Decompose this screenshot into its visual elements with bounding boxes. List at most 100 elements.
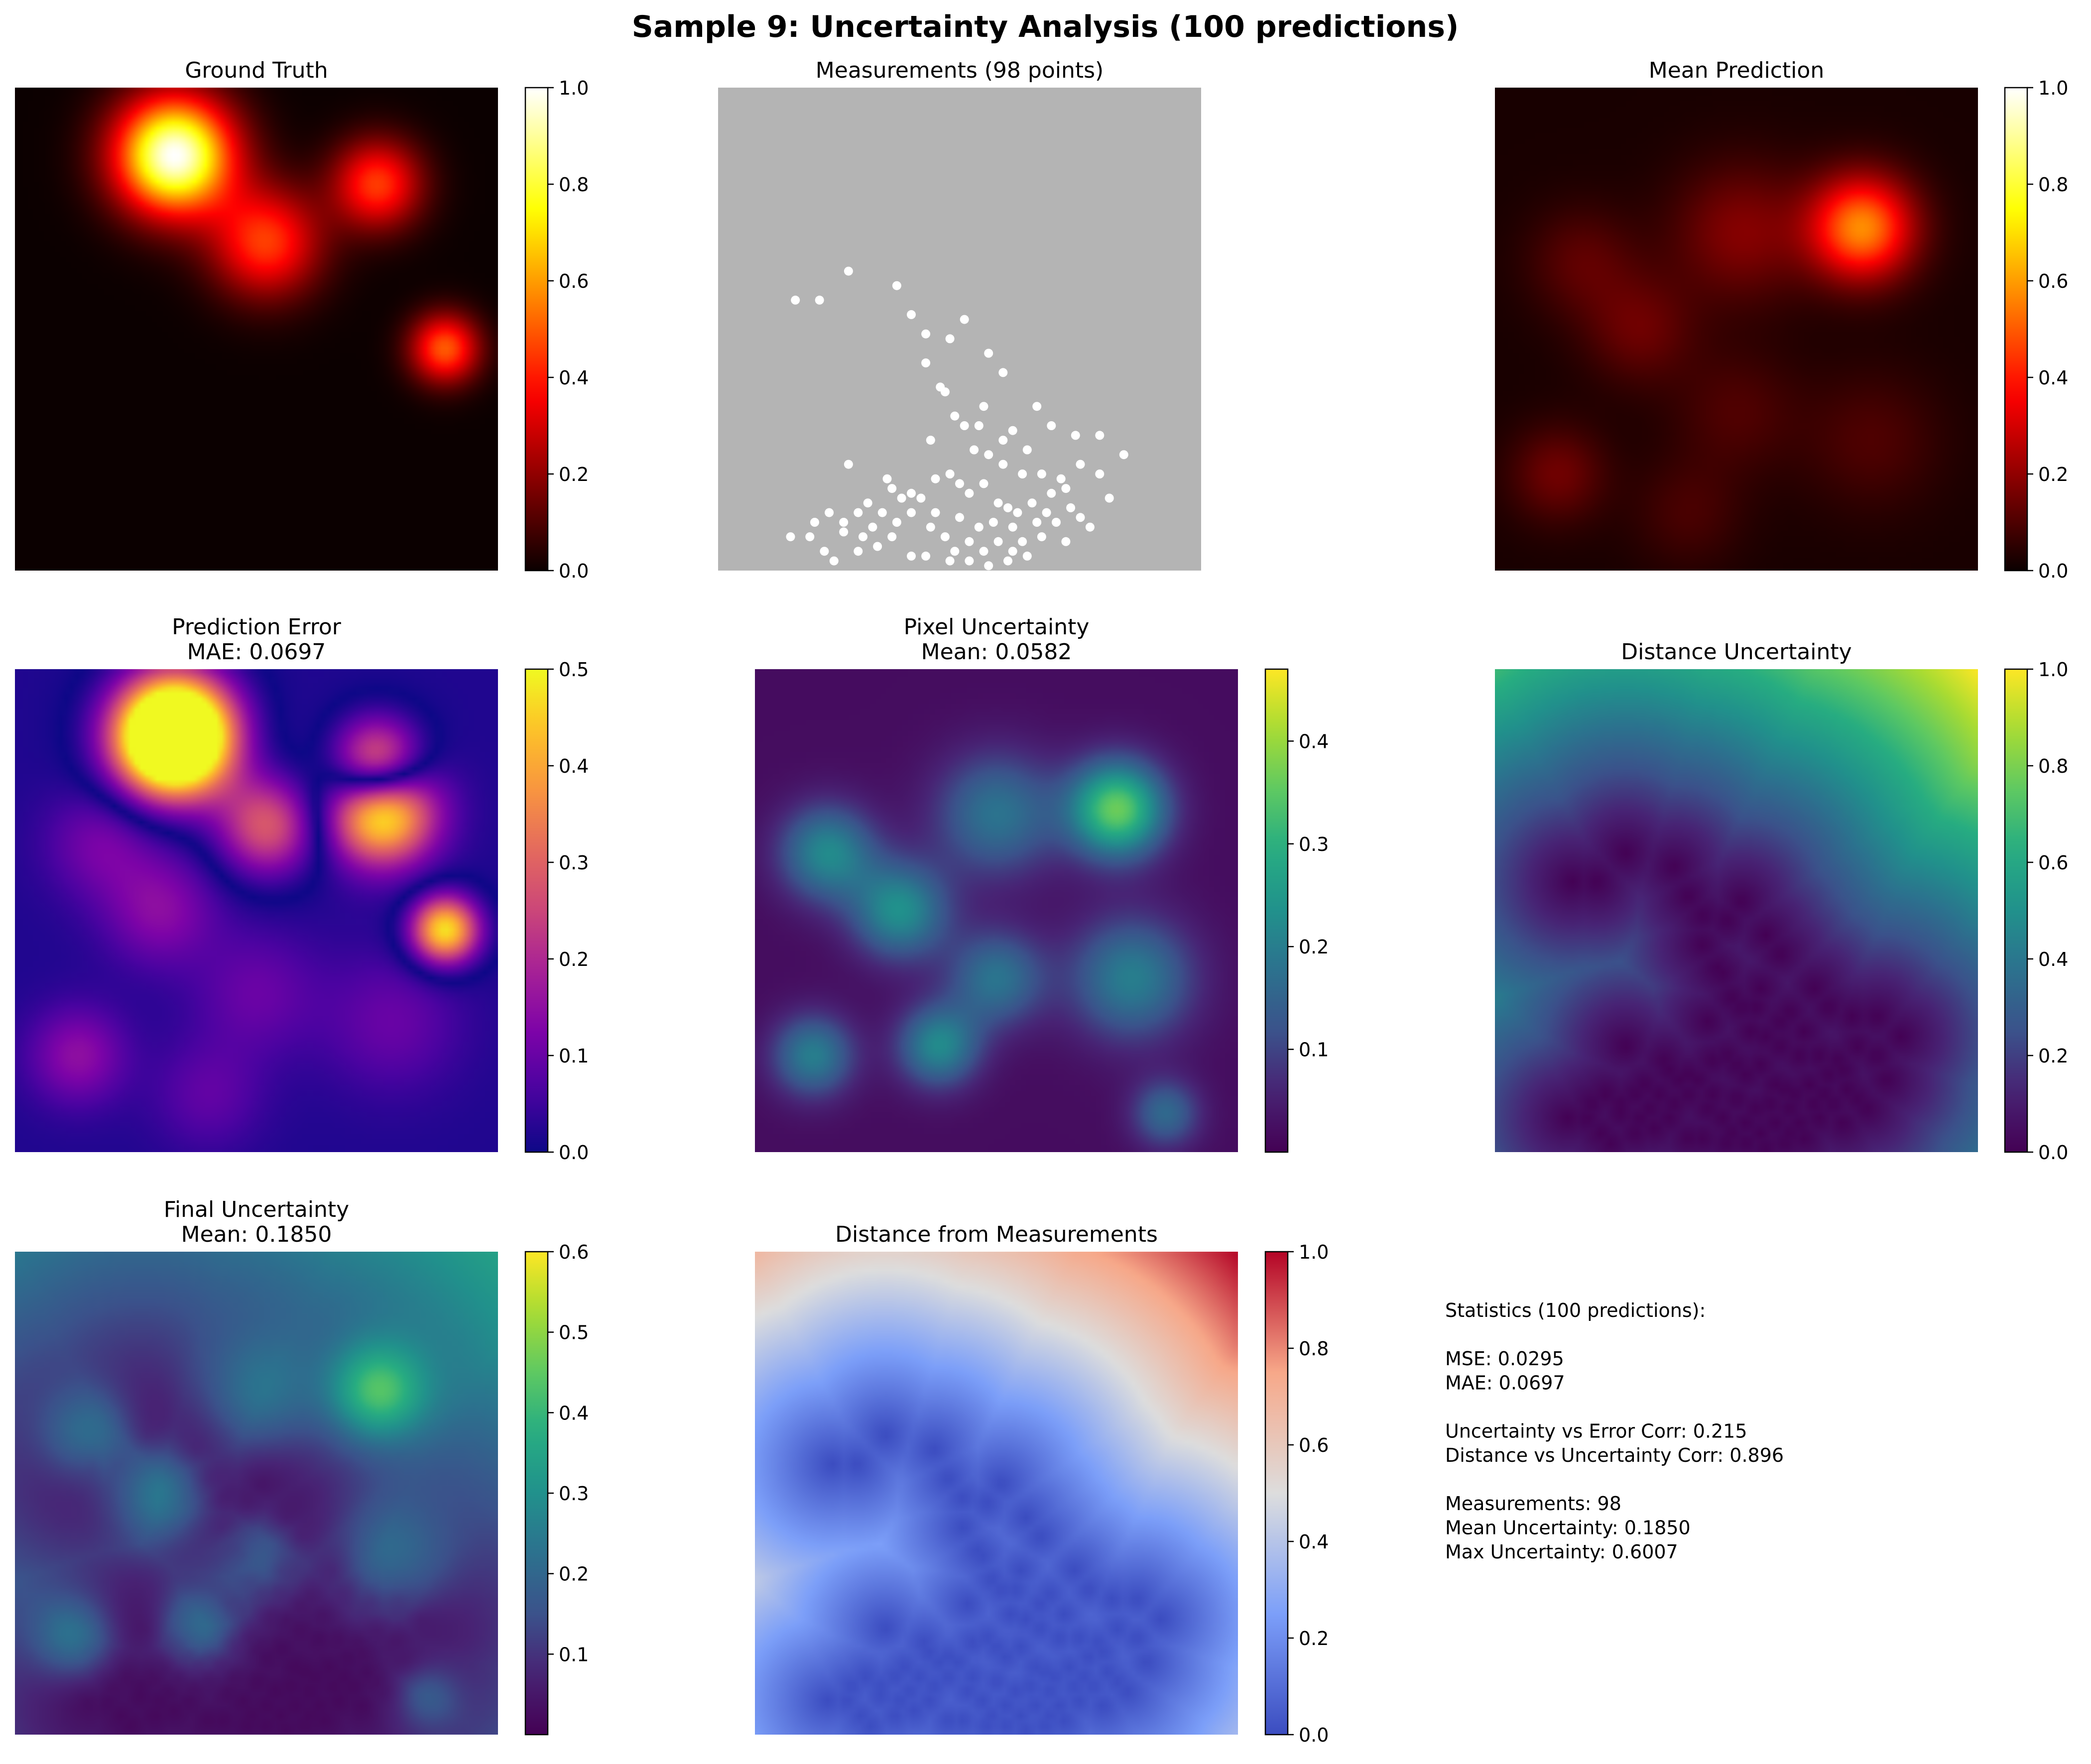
measurement-point [1027, 498, 1037, 508]
measurement-point [945, 470, 955, 478]
colorbar-tick-label: 0.0 [559, 560, 589, 582]
measurement-point [931, 474, 940, 483]
measurement-point [1119, 450, 1128, 460]
colorbar-gradient [1264, 1251, 1289, 1736]
colorbar-gradient [524, 1251, 549, 1736]
measurement-point [1022, 551, 1032, 561]
statistics-line: MSE: 0.0295 [1445, 1348, 1564, 1370]
colorbar-tick-label: 0.6 [559, 1241, 589, 1263]
panel-title: Mean Prediction [1649, 58, 1824, 83]
measurement-point [926, 436, 935, 445]
panels: Ground Truth 0.0 0.2 0.4 0.6 0.8 1.0 Measuremen… [15, 58, 2068, 1746]
measurement-point [1105, 493, 1114, 503]
measurement-point [1008, 426, 1017, 435]
measurement-point [926, 522, 935, 532]
measurement-point [1018, 537, 1027, 546]
colorbar: 0.0 0.2 0.4 0.6 0.8 1.0 [2004, 77, 2068, 582]
measurement-point [907, 488, 916, 498]
colorbar-gradient [2004, 668, 2028, 1153]
measurement-point [998, 460, 1008, 469]
colorbar: 0.0 0.2 0.4 0.6 0.8 1.0 [1264, 1241, 1329, 1746]
measurement-point [1095, 470, 1105, 478]
measurement-point [931, 508, 940, 517]
measurement-point [921, 551, 931, 561]
measurement-point [820, 547, 829, 556]
measurement-point [1047, 488, 1056, 498]
panel-title: Prediction Error [172, 614, 342, 640]
heatmap-image [15, 669, 498, 1152]
statistics-text: Statistics (100 predictions): MSE: 0.0295… [1445, 1299, 1784, 1563]
measurement-point [882, 474, 892, 483]
panel-mean-prediction: Mean Prediction 0.0 0.2 0.4 0.6 0.8 1.0 [1495, 58, 2068, 582]
measurement-point [921, 329, 931, 339]
measurement-point [1013, 508, 1022, 517]
measurement-point [1032, 402, 1042, 411]
measurement-point [1042, 508, 1051, 517]
panel-title: MAE: 0.0697 [187, 639, 326, 665]
colorbar: 0.0 0.2 0.4 0.6 0.8 1.0 [524, 77, 589, 582]
measurement-point [960, 421, 969, 430]
colorbar-tick-label: 0.2 [1299, 936, 1329, 958]
colorbar-tick-label: 0.8 [2038, 174, 2068, 196]
colorbar-tick-label: 0.6 [2038, 270, 2068, 292]
measurement-point [945, 556, 955, 566]
heatmap-image [755, 669, 1238, 1152]
heatmap-image [15, 88, 498, 571]
panel-title: Distance Uncertainty [1621, 639, 1851, 665]
measurement-point [892, 281, 901, 290]
colorbar-tick-label: 0.3 [1299, 833, 1329, 855]
statistics-line: Max Uncertainty: 0.6007 [1445, 1541, 1678, 1563]
colorbar-tick-label: 0.2 [2038, 1045, 2068, 1067]
measurement-point [1061, 484, 1071, 493]
measurement-point [844, 266, 853, 276]
colorbar-tick-label: 0.1 [559, 1045, 589, 1067]
colorbar-gradient [1264, 668, 1289, 1153]
statistics-line: Statistics (100 predictions): [1445, 1299, 1706, 1321]
measurement-point [892, 518, 901, 527]
measurement-point [965, 556, 974, 566]
figure-title: Sample 9: Uncertainty Analysis (100 pred… [632, 9, 1459, 44]
panel-distance-uncertainty: Distance Uncertainty 0.0 0.2 0.4 0.6 0.8 1.0 [1495, 639, 2068, 1164]
measurement-point [1061, 537, 1071, 546]
measurement-point [1056, 474, 1066, 483]
colorbar-tick-label: 0.1 [559, 1644, 589, 1665]
colorbar-tick-label: 0.0 [2038, 560, 2068, 582]
colorbar-tick-label: 0.4 [1299, 730, 1329, 752]
statistics-line: Distance vs Uncertainty Corr: 0.896 [1445, 1444, 1784, 1466]
measurement-point [1085, 522, 1095, 532]
colorbar-tick-label: 0.2 [2038, 464, 2068, 485]
measurement-point [887, 532, 897, 542]
heatmap-image [1495, 669, 1978, 1152]
measurement-background [718, 88, 1201, 571]
colorbar-tick-label: 0.3 [559, 852, 589, 874]
measurement-point [1037, 470, 1046, 478]
measurement-point [950, 547, 960, 556]
measurement-point [786, 532, 795, 542]
colorbar-tick-label: 0.5 [559, 659, 589, 681]
measurement-point [859, 532, 867, 542]
colorbar-tick-label: 0.4 [559, 367, 589, 389]
measurement-point [965, 488, 974, 498]
measurement-point [907, 551, 916, 561]
measurement-point [854, 547, 863, 556]
measurement-point [979, 547, 988, 556]
measurement-point [984, 349, 993, 358]
measurement-point [1095, 431, 1105, 440]
panel-ground-truth: Ground Truth 0.0 0.2 0.4 0.6 0.8 1.0 [15, 58, 589, 582]
measurement-point [960, 315, 969, 324]
heatmap-image [755, 1252, 1238, 1735]
colorbar-gradient [524, 87, 549, 572]
colorbar-tick-label: 0.4 [559, 1402, 589, 1424]
measurement-point [805, 532, 815, 542]
panel-title: Distance from Measurements [835, 1222, 1158, 1247]
measurement-point [1071, 431, 1080, 440]
measurement-point [984, 450, 993, 460]
panel-distance-from-measurements: Distance from Measurements 0.00.20.40.60.… [755, 1222, 1329, 1746]
measurement-point [868, 522, 877, 532]
measurement-point [829, 556, 839, 566]
measurement-point [993, 498, 1003, 508]
measurement-point [810, 518, 819, 527]
